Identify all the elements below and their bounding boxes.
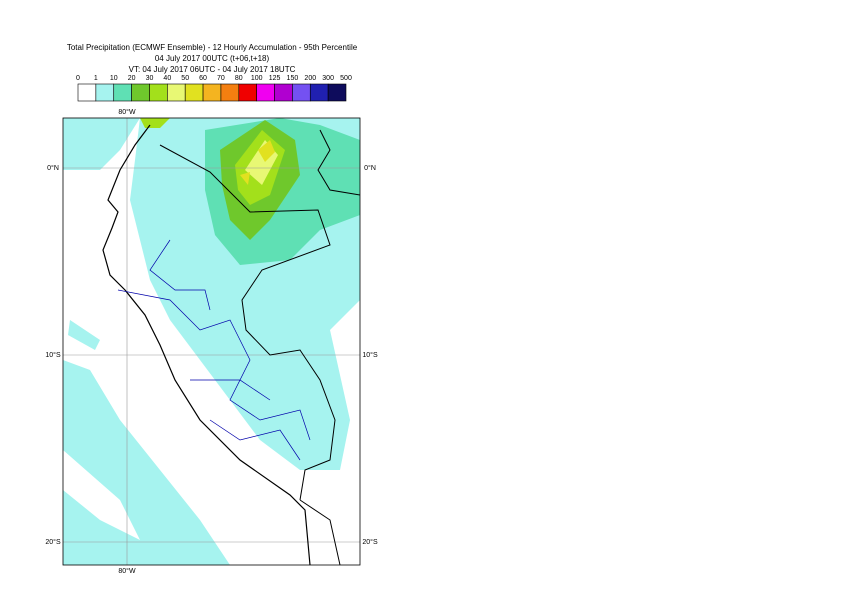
legend-level: 80 bbox=[235, 75, 243, 82]
legend-level: 200 bbox=[304, 75, 316, 82]
map bbox=[63, 118, 360, 565]
legend-swatch bbox=[149, 83, 168, 102]
base-time: 04 July 2017 00UTC (t+06,t+18) bbox=[155, 54, 270, 63]
legend-swatch bbox=[238, 83, 257, 102]
lat-label: 10°S bbox=[45, 351, 61, 359]
lat-label: 20°S bbox=[45, 538, 61, 546]
legend-level: 10 bbox=[110, 75, 118, 82]
legend-swatch bbox=[309, 83, 329, 102]
legend-swatch bbox=[77, 83, 97, 102]
legend-level: 60 bbox=[199, 75, 207, 82]
legend-level: 150 bbox=[287, 75, 299, 82]
legend-swatch bbox=[167, 83, 186, 102]
lon-label: 80°W bbox=[118, 108, 136, 116]
lat-label: 0°N bbox=[364, 164, 376, 172]
title: Total Precipitation (ECMWF Ensemble) - 1… bbox=[67, 43, 358, 52]
legend-level: 1 bbox=[94, 75, 98, 82]
legend-swatch bbox=[327, 83, 347, 102]
legend-level: 0 bbox=[76, 75, 80, 82]
legend-swatch bbox=[220, 83, 240, 102]
legend-level: 100 bbox=[251, 75, 263, 82]
legend-level: 50 bbox=[181, 75, 189, 82]
legend-swatch bbox=[95, 83, 115, 102]
lat-label: 20°S bbox=[362, 538, 378, 546]
lon-label: 80°W bbox=[118, 567, 136, 575]
legend-swatch bbox=[202, 83, 222, 102]
legend-swatch bbox=[113, 83, 132, 102]
legend-swatch bbox=[256, 83, 275, 102]
legend-level: 300 bbox=[322, 75, 334, 82]
legend-level: 30 bbox=[146, 75, 154, 82]
legend-level: 70 bbox=[217, 75, 225, 82]
map-frame bbox=[62, 117, 361, 566]
color-legend: 0 1 10 20 30 40 50 60 70 80 100 125 150 200 300 500 bbox=[76, 75, 352, 102]
lat-label: 0°N bbox=[47, 164, 59, 172]
legend-swatch bbox=[131, 83, 150, 102]
valid-time: VT: 04 July 2017 06UTC - 04 July 2017 18… bbox=[129, 65, 296, 74]
legend-level: 40 bbox=[163, 75, 171, 82]
legend-level: 500 bbox=[340, 75, 352, 82]
legend-level: 125 bbox=[269, 75, 281, 82]
legend-swatch bbox=[274, 83, 293, 102]
legend-level: 20 bbox=[128, 75, 136, 82]
lat-label: 10°S bbox=[362, 351, 378, 359]
legend-swatch bbox=[184, 83, 204, 102]
legend-swatch bbox=[292, 83, 311, 102]
